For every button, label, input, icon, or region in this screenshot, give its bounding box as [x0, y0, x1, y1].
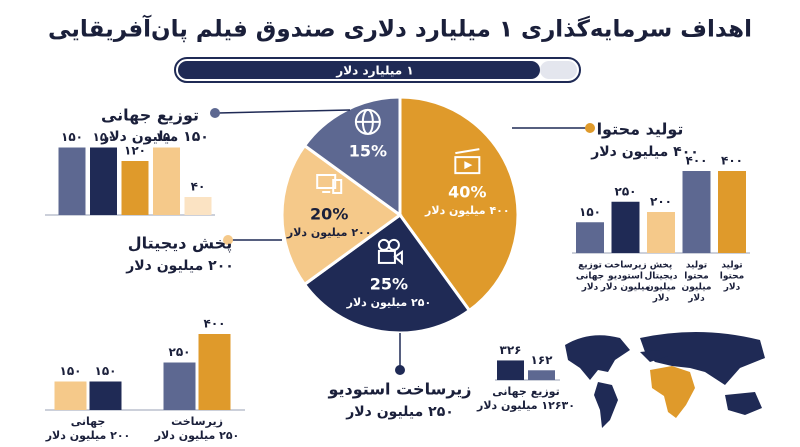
- group-sublabel: ۲۵۰ میلیون دلار: [154, 429, 240, 442]
- leader-dot: [395, 365, 405, 375]
- bar-value: ۴۰۰: [721, 154, 743, 168]
- bar-category: تولید: [721, 261, 742, 271]
- bar-value: ۱۶۲: [531, 353, 554, 367]
- bar-category: میلیون دلار: [600, 283, 651, 293]
- group-sublabel: ۱۲۶۳۰ میلیون دلار: [476, 399, 575, 412]
- group-label: توزیع جهانی: [492, 385, 559, 398]
- pie-slice: [302, 212, 472, 335]
- bar: [121, 161, 149, 215]
- bar-category: تولید: [686, 261, 707, 271]
- bar-value: ۳۲۶: [500, 343, 522, 357]
- bar-value: ۱۵۰: [579, 205, 601, 219]
- bar: [198, 334, 231, 410]
- bar-category: دلار: [581, 283, 599, 293]
- slice-amount: ۴۰۰ میلیون دلار: [424, 204, 510, 217]
- bar-category: دلار: [652, 294, 670, 304]
- leader-line: [217, 109, 351, 114]
- icon: [454, 156, 481, 175]
- bar-value: ۱۵۰: [156, 130, 178, 144]
- bar-category: توزیع: [578, 261, 602, 271]
- group-label: زیرساخت: [171, 415, 223, 428]
- group-label: جهانی: [71, 415, 106, 428]
- bar-category: دیجیتال: [644, 272, 677, 282]
- africa: [650, 366, 695, 418]
- icon: [332, 179, 343, 194]
- icon: [455, 148, 480, 155]
- icon: [387, 238, 400, 251]
- bar-category: استودیو: [607, 272, 643, 282]
- bar-category: جهانی: [576, 272, 604, 282]
- pie-slice: [280, 143, 403, 287]
- bar-value: ۲۰۰: [650, 195, 672, 209]
- slice-amount-outer: ۲۵۰ میلیون دلار: [345, 404, 454, 420]
- slice-percent: 25%: [370, 274, 408, 293]
- bar-value: ۱۵۰: [93, 130, 115, 144]
- icon: [464, 161, 473, 170]
- slice-name: پخش دیجیتال: [128, 234, 232, 254]
- bar: [58, 147, 86, 215]
- bar: [682, 171, 711, 253]
- slice-amount: ۲۵۰ میلیون دلار: [346, 296, 432, 309]
- slice-name: تولید محتوا: [597, 120, 684, 139]
- bar: [184, 197, 212, 215]
- bar-value: ۱۲۰: [124, 144, 146, 158]
- bar-category: دلار: [687, 294, 705, 304]
- bar-category: میلیون: [646, 283, 676, 293]
- progress-label: ۱ میلیارد دلار: [335, 64, 413, 78]
- bar-value: ۱۵۰: [61, 130, 83, 144]
- bar: [153, 147, 180, 215]
- bar-category: زیرساخت: [604, 261, 646, 271]
- icon: [393, 249, 403, 266]
- bar-category: محتوا: [720, 272, 744, 282]
- title: اهداف سرمایه‌گذاری ۱ میلیارد دلاری صندوق…: [48, 14, 752, 43]
- bar-category: محتوا: [684, 272, 708, 282]
- bar-value: ۴۰: [191, 180, 206, 194]
- bar: [611, 201, 640, 253]
- progress-rest: [540, 61, 577, 79]
- slice-amount: ۲۰۰ میلیون دلار: [286, 226, 372, 239]
- slice-percent: 20%: [310, 205, 348, 224]
- slice-amount-outer: ۱۵۰ میلیون دلار: [100, 129, 209, 145]
- world-map: [565, 331, 765, 428]
- bar: [90, 147, 117, 215]
- pie-slice: [398, 95, 520, 313]
- bar: [54, 381, 87, 410]
- bar-category: پخش: [650, 261, 673, 271]
- leader-dot: [223, 235, 233, 245]
- slice-amount-outer: ۲۰۰ میلیون دلار: [125, 258, 234, 274]
- slice-amount-outer: ۴۰۰ میلیون دلار: [590, 144, 699, 160]
- bar-value: ۱۵۰: [60, 364, 82, 378]
- bar-value: ۴۰۰: [204, 317, 226, 331]
- bar-value: ۲۵۰: [169, 345, 191, 359]
- group-sublabel: ۲۰۰ میلیون دلار: [45, 429, 131, 442]
- bar: [497, 360, 524, 380]
- progress-fill: [178, 61, 540, 79]
- slice-percent: 15%: [349, 141, 387, 160]
- leader-dot: [210, 108, 220, 118]
- bar-value: ۱۵۰: [95, 364, 117, 378]
- bar: [718, 171, 746, 253]
- bar-category: میلیون: [682, 283, 712, 293]
- bar: [163, 362, 196, 410]
- bar: [528, 370, 555, 380]
- leader-dot: [585, 123, 595, 133]
- slice-name: توزیع جهانی: [101, 106, 199, 125]
- bar: [576, 222, 604, 253]
- slice-percent: 40%: [448, 183, 486, 202]
- icon: [316, 174, 337, 189]
- bar-value: ۴۰۰: [686, 154, 708, 168]
- bar-value: ۲۵۰: [615, 184, 637, 198]
- bar: [647, 212, 675, 253]
- slice-name: زیرساخت استودیو: [328, 380, 472, 399]
- bar: [89, 381, 122, 410]
- bar-category: دلار: [723, 283, 741, 293]
